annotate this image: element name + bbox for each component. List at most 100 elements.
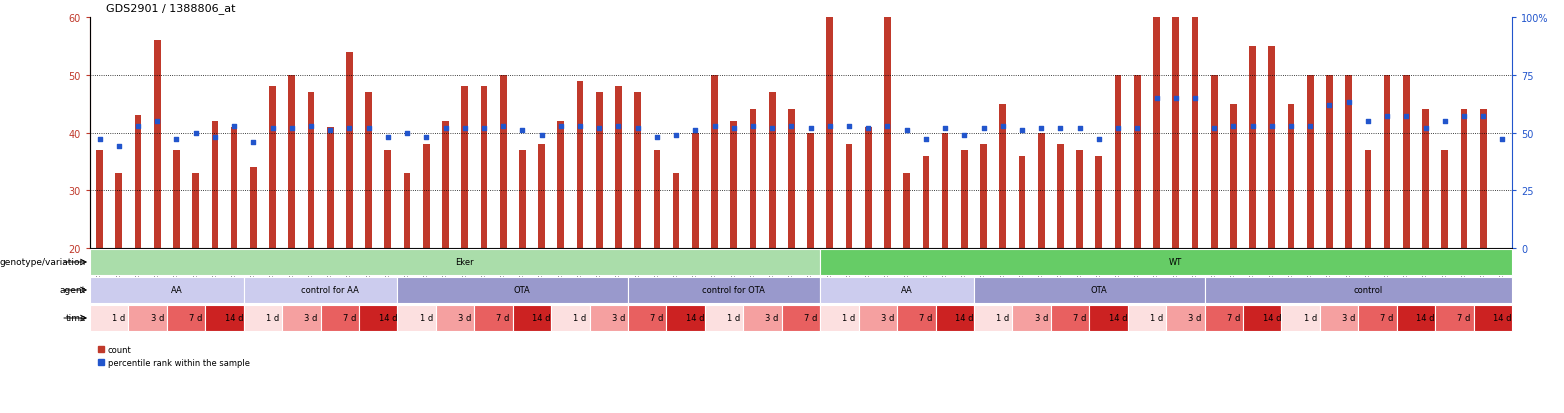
Point (88, 137, 113, 143)
Point (1029, 125, 1054, 132)
Text: 7 d: 7 d (804, 314, 818, 323)
Point (760, 125, 785, 132)
Bar (153, 41, 161, 248)
Point (1125, 125, 1150, 132)
Bar (211, 122, 219, 248)
Bar (461, 87, 468, 248)
Text: 3 d: 3 d (305, 314, 317, 323)
Text: 14 d: 14 d (956, 314, 973, 323)
Bar (1089, 305, 1128, 332)
Text: genotype/variation: genotype/variation (0, 258, 86, 267)
Bar (1204, 277, 1512, 304)
Point (491, 123, 516, 130)
Point (874, 123, 899, 130)
Text: Eker: Eker (455, 258, 474, 267)
Bar (422, 145, 430, 248)
Bar (596, 93, 602, 248)
Text: control for AA: control for AA (302, 286, 360, 295)
Bar (436, 305, 474, 332)
Text: 1 d: 1 d (1304, 314, 1317, 323)
Bar (1095, 156, 1103, 248)
Text: 7 d: 7 d (920, 314, 932, 323)
Bar (551, 305, 590, 332)
Point (1201, 125, 1226, 132)
Text: 7 d: 7 d (1073, 314, 1087, 323)
Bar (820, 277, 974, 304)
Point (164, 137, 189, 143)
Bar (820, 305, 859, 332)
Point (183, 130, 208, 136)
Bar (629, 277, 820, 304)
Bar (231, 128, 238, 248)
Bar (1167, 305, 1204, 332)
Point (357, 125, 382, 132)
Point (586, 125, 612, 132)
Text: 1 d: 1 d (996, 314, 1009, 323)
Bar (1480, 110, 1486, 248)
Text: GDS2901 / 1388806_at: GDS2901 / 1388806_at (106, 3, 235, 14)
Point (952, 132, 978, 139)
Point (856, 125, 881, 132)
Bar (942, 133, 948, 248)
Bar (749, 110, 757, 248)
Bar (629, 305, 666, 332)
Point (1394, 114, 1419, 120)
Point (1433, 119, 1458, 125)
Text: 1 d: 1 d (266, 314, 280, 323)
Text: 7 d: 7 d (1458, 314, 1470, 323)
Point (452, 125, 477, 132)
Bar (654, 150, 660, 248)
Text: 14 d: 14 d (1494, 314, 1512, 323)
Text: 7 d: 7 d (189, 314, 202, 323)
Bar (1250, 47, 1256, 248)
Point (106, 144, 131, 150)
Bar (321, 305, 360, 332)
Point (1317, 102, 1342, 109)
Point (1240, 123, 1265, 130)
Bar (474, 305, 513, 332)
Bar (128, 305, 167, 332)
Point (1221, 123, 1247, 130)
Text: 1 d: 1 d (843, 314, 856, 323)
Text: time: time (66, 314, 86, 323)
Bar (1403, 76, 1409, 248)
Bar (615, 87, 622, 248)
Bar (1320, 305, 1358, 332)
Point (510, 128, 535, 134)
Text: 3 d: 3 d (458, 314, 471, 323)
Text: 1 d: 1 d (727, 314, 740, 323)
Bar (97, 150, 103, 248)
Bar (923, 156, 929, 248)
Point (1106, 125, 1131, 132)
Text: 14 d: 14 d (1262, 314, 1281, 323)
Point (1259, 123, 1284, 130)
Point (1182, 95, 1207, 102)
Bar (884, 18, 891, 248)
Point (568, 123, 593, 130)
Bar (1281, 305, 1320, 332)
Text: 7 d: 7 d (651, 314, 663, 323)
Bar (116, 173, 122, 248)
Point (1412, 125, 1437, 132)
Bar (1204, 305, 1243, 332)
Bar (480, 87, 488, 248)
Text: OTA: OTA (515, 286, 530, 295)
Bar (205, 305, 244, 332)
Text: 3 d: 3 d (765, 314, 779, 323)
Text: agent: agent (59, 286, 86, 295)
Text: 1 d: 1 d (574, 314, 586, 323)
Bar (1422, 110, 1429, 248)
Bar (244, 277, 397, 304)
Text: 14 d: 14 d (1109, 314, 1128, 323)
Point (1451, 114, 1476, 120)
Bar (904, 173, 910, 248)
Bar (1308, 76, 1314, 248)
Point (1356, 119, 1381, 125)
Point (260, 125, 285, 132)
Bar (673, 173, 679, 248)
Point (317, 128, 343, 134)
Bar (397, 277, 629, 304)
Bar (1473, 305, 1512, 332)
Bar (730, 122, 737, 248)
Point (837, 123, 862, 130)
